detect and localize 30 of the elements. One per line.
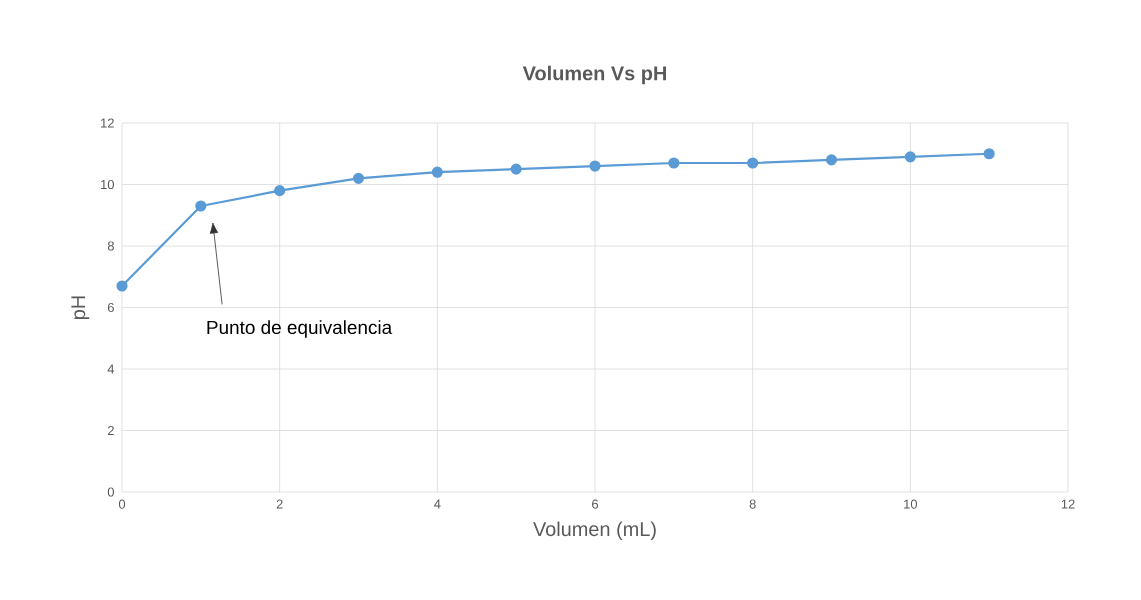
y-axis-title: pH bbox=[71, 296, 90, 319]
y-tick-label: 0 bbox=[107, 487, 114, 497]
point bbox=[589, 160, 601, 172]
point bbox=[668, 157, 680, 169]
x-tick-label: 8 bbox=[749, 499, 756, 509]
chart-title: Volumen Vs pH bbox=[522, 65, 666, 85]
y-tick-label: 6 bbox=[107, 302, 114, 313]
x-tick-label: 6 bbox=[592, 499, 599, 509]
x-tick-label: 12 bbox=[1061, 499, 1075, 509]
point bbox=[116, 280, 128, 292]
y-tick-label: 12 bbox=[101, 118, 114, 128]
x-tick-label: 10 bbox=[904, 499, 918, 509]
y-tick-label: 4 bbox=[107, 364, 115, 374]
annotation: Punto de equivalencia bbox=[207, 320, 393, 338]
y-tick-label: 2 bbox=[107, 425, 114, 436]
point bbox=[825, 154, 838, 166]
point bbox=[510, 163, 522, 175]
x-tick-label: 2 bbox=[276, 499, 283, 509]
point bbox=[274, 185, 286, 197]
point bbox=[431, 166, 443, 178]
x-tick-label: 0 bbox=[118, 499, 126, 509]
y-tick-label: 8 bbox=[107, 241, 114, 251]
x-tick-label: 4 bbox=[434, 499, 441, 509]
point bbox=[352, 172, 365, 184]
point bbox=[983, 148, 995, 160]
point bbox=[904, 151, 916, 163]
point bbox=[747, 157, 759, 169]
x-axis-title: Volumen (mL) bbox=[533, 521, 656, 541]
y-tick-label: 10 bbox=[101, 179, 114, 190]
point bbox=[195, 200, 207, 212]
